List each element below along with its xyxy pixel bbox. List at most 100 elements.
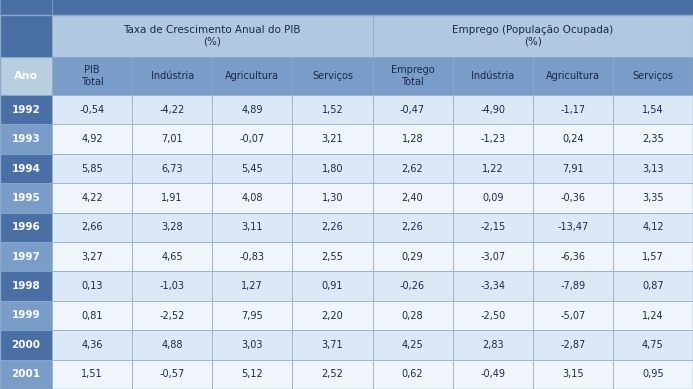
Bar [533,272,613,301]
Text: -0,26: -0,26 [400,281,425,291]
Text: 2,35: 2,35 [642,134,664,144]
Text: 7,01: 7,01 [161,134,183,144]
Bar [0,124,52,154]
Text: Emprego (População Ocupada)
(%): Emprego (População Ocupada) (%) [452,25,613,47]
Text: -2,50: -2,50 [480,310,505,321]
Bar [0,330,52,359]
Bar [453,154,533,183]
Bar [613,301,693,330]
Bar [453,95,533,124]
Bar [212,330,292,359]
Text: 3,27: 3,27 [81,252,103,262]
Bar [212,213,292,242]
Text: 1,27: 1,27 [241,281,263,291]
Bar [533,57,613,95]
Bar [212,301,292,330]
Text: -1,03: -1,03 [159,281,185,291]
Bar [212,272,292,301]
Text: 1997: 1997 [12,252,40,262]
Bar [132,242,212,272]
Text: -2,52: -2,52 [159,310,185,321]
Text: 2,62: 2,62 [402,163,423,173]
Bar [52,154,132,183]
Text: 3,03: 3,03 [242,340,263,350]
Bar [533,242,613,272]
Bar [373,154,453,183]
Text: 1,57: 1,57 [642,252,664,262]
Text: Agricultura: Agricultura [546,71,600,81]
Text: -0,54: -0,54 [80,105,105,115]
Bar [613,272,693,301]
Bar [212,183,292,213]
Bar [453,183,533,213]
Text: Ano: Ano [14,71,38,81]
Text: 7,95: 7,95 [241,310,263,321]
Bar [52,213,132,242]
Text: 1,54: 1,54 [642,105,664,115]
Text: -5,07: -5,07 [560,310,586,321]
Bar [292,183,373,213]
Text: 1,91: 1,91 [161,193,183,203]
Text: 0,29: 0,29 [402,252,423,262]
Bar [0,183,52,213]
Bar [533,124,613,154]
Bar [613,359,693,389]
Bar [373,359,453,389]
Text: 2,83: 2,83 [482,340,504,350]
Text: -2,15: -2,15 [480,222,505,232]
Bar [292,57,373,95]
Text: 3,71: 3,71 [322,340,343,350]
Bar [132,359,212,389]
Bar [52,330,132,359]
Bar [132,95,212,124]
Bar [613,242,693,272]
Bar [373,272,453,301]
Bar [0,0,52,57]
Bar [132,272,212,301]
Text: 3,13: 3,13 [642,163,664,173]
Bar [132,57,212,95]
Text: -0,47: -0,47 [400,105,425,115]
Text: 1,24: 1,24 [642,310,664,321]
Text: Taxa de Crescimento Anual do PIB
(%): Taxa de Crescimento Anual do PIB (%) [123,25,301,47]
Text: 5,85: 5,85 [81,163,103,173]
Bar [132,213,212,242]
Bar [52,95,132,124]
Bar [212,242,292,272]
Text: 4,22: 4,22 [81,193,103,203]
Bar [613,124,693,154]
Bar [292,301,373,330]
Text: 1998: 1998 [12,281,40,291]
Bar [132,183,212,213]
Text: 2,26: 2,26 [402,222,423,232]
Text: 3,35: 3,35 [642,193,664,203]
Bar [132,330,212,359]
Text: 1994: 1994 [12,163,40,173]
Text: 0,87: 0,87 [642,281,664,291]
Text: 3,21: 3,21 [322,134,343,144]
Text: 0,91: 0,91 [322,281,343,291]
Bar [52,183,132,213]
Text: 4,89: 4,89 [242,105,263,115]
Text: -0,36: -0,36 [561,193,586,203]
Text: 2000: 2000 [12,340,40,350]
Bar [533,213,613,242]
Text: 2,20: 2,20 [322,310,343,321]
Bar [373,330,453,359]
Text: -0,57: -0,57 [159,369,185,379]
Text: -0,49: -0,49 [480,369,505,379]
Text: -7,89: -7,89 [560,281,586,291]
Text: 6,73: 6,73 [161,163,183,173]
Text: 2,52: 2,52 [322,369,343,379]
Text: 3,28: 3,28 [161,222,183,232]
Bar [212,124,292,154]
Bar [132,124,212,154]
Text: 4,88: 4,88 [161,340,183,350]
Bar [0,0,693,15]
Text: 0,13: 0,13 [81,281,103,291]
Text: 3,15: 3,15 [562,369,584,379]
Text: 1,22: 1,22 [482,163,504,173]
Text: Indústria: Indústria [471,71,514,81]
Bar [453,301,533,330]
Text: 4,36: 4,36 [81,340,103,350]
